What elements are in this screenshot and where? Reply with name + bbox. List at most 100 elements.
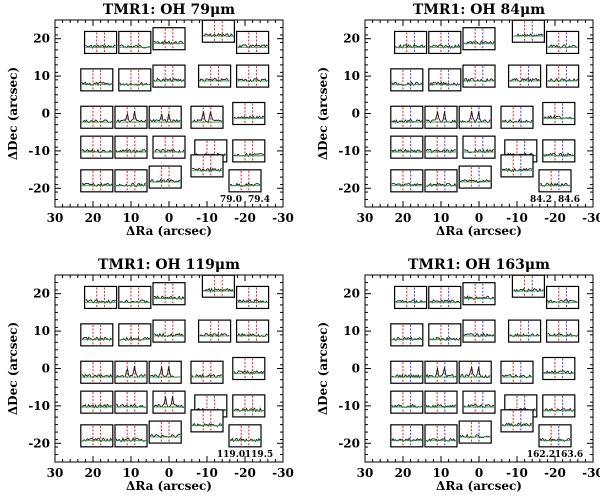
spaxel-spectrum (190, 409, 224, 433)
x-tick-label: -20 (544, 211, 566, 225)
spaxel-box (118, 285, 152, 310)
spaxel-spectrum (390, 105, 424, 129)
spaxel-box (545, 285, 580, 310)
spaxel-spectrum (232, 356, 266, 381)
x-tick-label: 0 (475, 466, 483, 480)
spaxel-box (458, 165, 492, 189)
spaxel-spectrum (232, 101, 266, 126)
spaxel-spectrum (236, 285, 270, 310)
y-axis-label: ΔDec (arcsec) (6, 322, 20, 415)
spaxel-box (390, 323, 424, 347)
spaxel-spectrum (152, 282, 186, 306)
panel-title: TMR1: OH 119μm (98, 257, 240, 273)
spaxel-spectrum (228, 169, 262, 193)
x-tick-label: 20 (85, 211, 102, 225)
spectrum-trace (501, 373, 533, 379)
y-tick-label: -10 (28, 144, 50, 158)
spectrum-trace (153, 77, 185, 83)
spaxel-box (80, 424, 114, 448)
spaxel-box (458, 360, 492, 384)
line-wavelength-label: 79.4 (248, 195, 270, 205)
x-axis-label: ΔRa (arcsec) (436, 479, 522, 492)
spaxel-spectrum (152, 27, 186, 51)
spaxel-box (462, 390, 496, 414)
spaxel-box (390, 424, 424, 448)
spaxel-box (390, 169, 424, 193)
x-tick-label: -30 (272, 211, 294, 225)
spaxel-spectrum (545, 319, 580, 343)
spaxel-box (511, 19, 546, 43)
spaxel-box (462, 319, 496, 343)
spaxel-box (390, 68, 424, 92)
spaxel-box (462, 64, 496, 88)
spectrum-trace (395, 299, 426, 304)
spectrum-trace (85, 44, 116, 49)
spaxel-spectrum (80, 424, 114, 448)
spaxel-spectrum (236, 64, 270, 88)
spaxel-box (80, 390, 114, 414)
spaxel-spectrum (190, 360, 224, 384)
spaxel-box (148, 420, 182, 444)
line-wavelength-label: 84.6 (558, 195, 580, 205)
x-tick-label: 10 (433, 466, 450, 480)
spaxel-spectrum (424, 424, 458, 448)
panel-title: TMR1: OH 79μm (103, 2, 235, 18)
spaxel-box (80, 360, 114, 384)
y-tick-label: -20 (28, 181, 50, 195)
spaxel-box (236, 30, 270, 55)
line-wavelength-label: 163.6 (555, 450, 583, 460)
spaxel-box (500, 154, 534, 178)
spaxel-box (232, 356, 266, 381)
spaxel-box (118, 323, 152, 347)
spaxel-box (190, 360, 224, 384)
x-tick-label: -30 (582, 211, 600, 225)
line-wavelength-label: 79.0 (220, 195, 242, 205)
x-tick-label: -10 (506, 466, 528, 480)
spaxel-spectrum (500, 360, 534, 384)
spaxel-spectrum (458, 420, 492, 444)
spaxel-box (80, 68, 114, 92)
spaxel-spectrum (80, 360, 114, 384)
spaxel-box (114, 424, 148, 448)
spaxel-spectrum (424, 135, 458, 159)
spaxel-box (118, 68, 152, 92)
x-tick-label: -20 (234, 211, 256, 225)
spaxel-box (114, 360, 148, 384)
spaxel-box (190, 154, 224, 178)
spaxel-spectrum (428, 30, 462, 55)
spaxel-box (458, 105, 492, 129)
spaxel-spectrum (236, 319, 270, 343)
y-tick-label: -20 (338, 181, 360, 195)
x-tick-label: 0 (475, 211, 483, 225)
spaxel-box (500, 409, 534, 433)
spaxel-spectrum (462, 282, 496, 306)
spectrum-trace (81, 336, 113, 342)
spaxel-spectrum (511, 274, 546, 298)
y-tick-label: 0 (352, 362, 360, 376)
spaxel-box (80, 169, 114, 193)
spaxel-box (542, 394, 576, 418)
spaxel-spectrum (228, 424, 262, 448)
spaxel-spectrum (114, 424, 148, 448)
panel-title: TMR1: OH 163μm (408, 257, 550, 273)
spaxel-spectrum (542, 101, 576, 126)
spaxel-spectrum (462, 390, 496, 414)
spectrum-trace (463, 148, 495, 154)
spaxel-box (538, 169, 572, 193)
spaxel-box (80, 105, 114, 129)
y-axis-label: ΔDec (arcsec) (6, 67, 20, 160)
x-axis-label: ΔRa (arcsec) (436, 224, 522, 238)
spaxel-box (542, 101, 576, 126)
spaxel-spectrum (80, 323, 114, 347)
spaxel-spectrum (114, 105, 148, 129)
spaxel-spectrum (83, 30, 118, 55)
spaxel-box (228, 169, 262, 193)
spaxel-spectrum (508, 64, 542, 88)
spaxel-box (232, 394, 266, 418)
y-tick-label: 0 (42, 362, 50, 376)
spaxel-box (545, 30, 580, 55)
spaxel-spectrum (500, 154, 534, 178)
spaxel-box (462, 282, 496, 306)
x-tick-label: 30 (47, 211, 64, 225)
spaxel-spectrum (500, 105, 534, 129)
